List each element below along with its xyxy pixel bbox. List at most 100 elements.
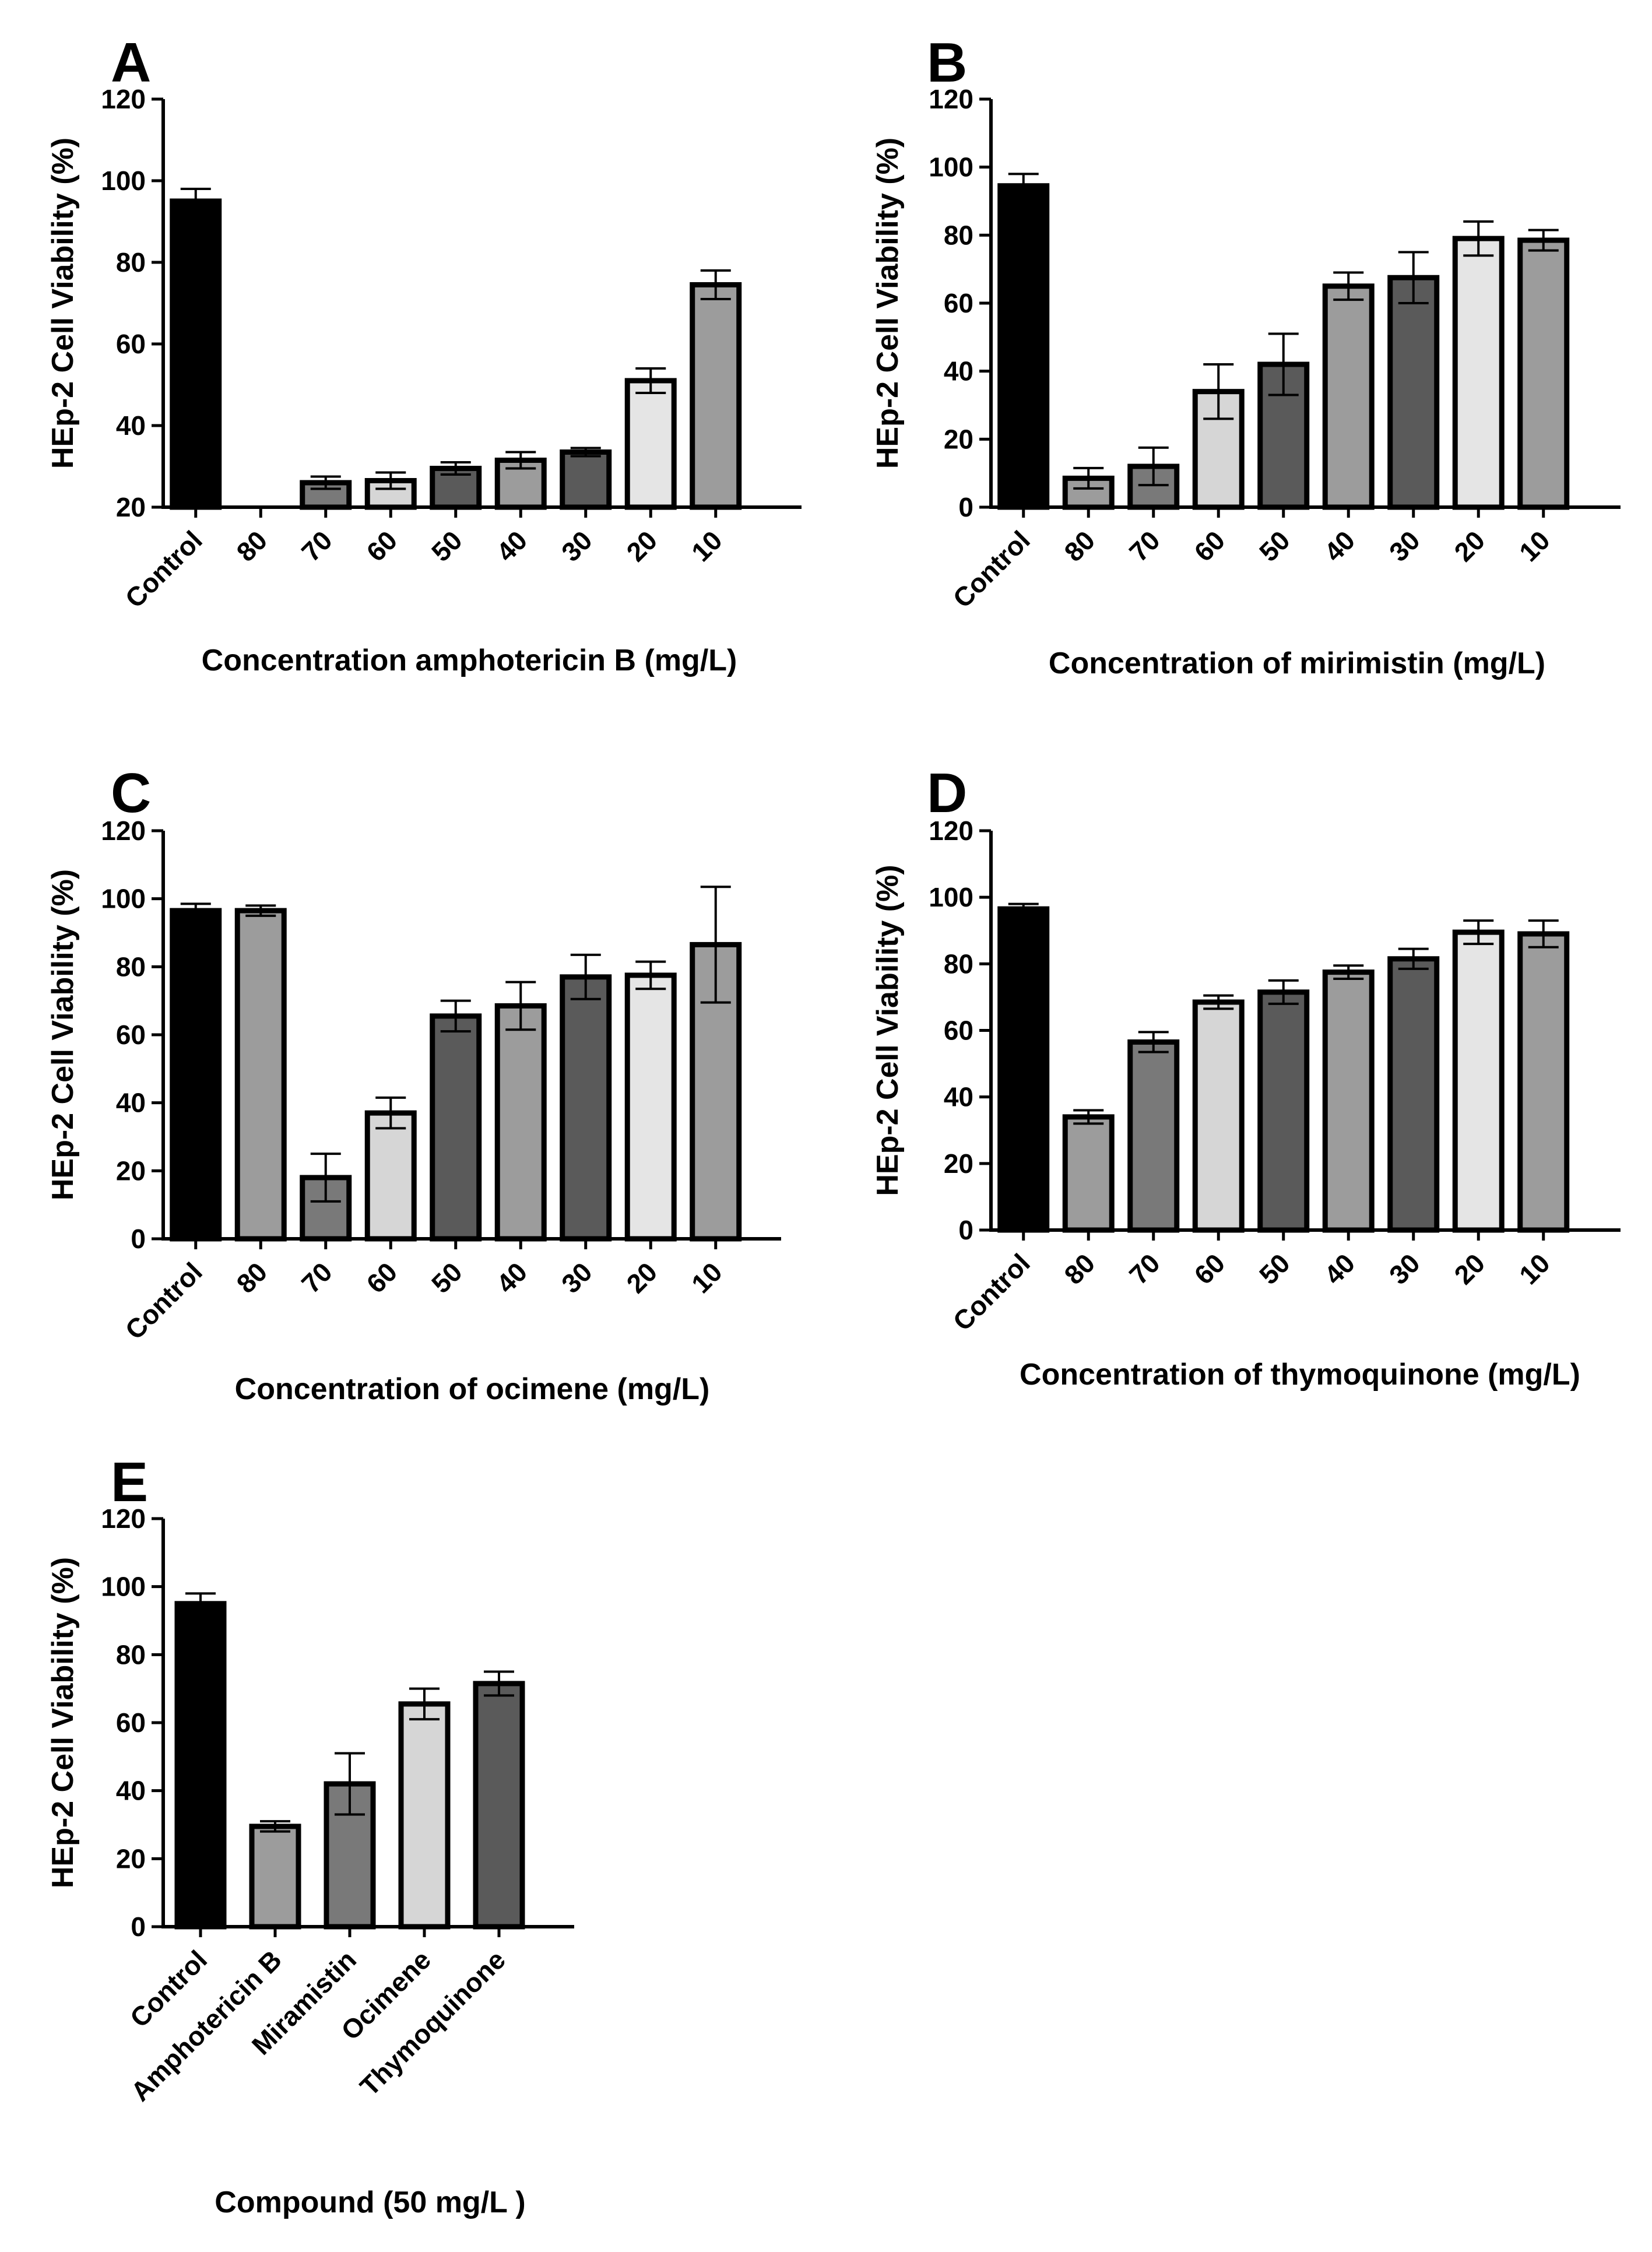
x-axis-title: Concentration of ocimene (mg/L) bbox=[235, 1372, 710, 1406]
bar bbox=[1322, 969, 1375, 1233]
x-tick-label: 40 bbox=[1318, 1248, 1361, 1290]
x-tick-label: 50 bbox=[426, 1256, 468, 1299]
x-axis-title: Compound (50 mg/L ) bbox=[215, 2186, 525, 2219]
x-tick-label: 80 bbox=[230, 525, 273, 567]
y-tick-label: 20 bbox=[116, 492, 146, 522]
bar bbox=[1517, 931, 1570, 1233]
y-tick-label: 40 bbox=[116, 1776, 146, 1806]
y-axis-title: HEp-2 Cell Viability (%) bbox=[871, 138, 905, 469]
x-tick-label: 80 bbox=[1058, 525, 1101, 567]
bar bbox=[234, 908, 287, 1242]
bar bbox=[1192, 999, 1245, 1233]
x-tick-label: 20 bbox=[1448, 525, 1491, 567]
x-tick-label: 60 bbox=[1188, 1248, 1231, 1290]
y-tick-label: 20 bbox=[116, 1843, 146, 1874]
y-tick-label: 80 bbox=[944, 220, 973, 250]
y-axis-title: HEp-2 Cell Viability (%) bbox=[46, 869, 80, 1200]
panel-a: A Control 80 70 60 50 40 30 20 10 20 40 60 80 100 120 HE… bbox=[46, 31, 802, 677]
x-tick-label: 30 bbox=[556, 1256, 598, 1299]
x-tick-label: 40 bbox=[1318, 525, 1361, 567]
bar bbox=[430, 1013, 482, 1242]
x-tick-label: Control bbox=[947, 525, 1035, 613]
y-tick-label: 60 bbox=[944, 1016, 973, 1046]
x-axis-title: Concentration of mirimistin (mg/L) bbox=[1049, 647, 1545, 680]
y-tick-label: 120 bbox=[929, 84, 973, 114]
y-tick-label: 100 bbox=[929, 882, 973, 912]
x-tick-label: 80 bbox=[1058, 1248, 1101, 1290]
x-tick-label: 30 bbox=[556, 525, 598, 567]
y-tick-label: 60 bbox=[944, 288, 973, 318]
x-tick-label: 30 bbox=[1383, 1248, 1426, 1290]
bar bbox=[1387, 275, 1440, 510]
bar bbox=[473, 1681, 525, 1930]
bar bbox=[1452, 929, 1505, 1233]
bar bbox=[560, 974, 612, 1242]
x-tick-label: 10 bbox=[1513, 525, 1556, 567]
x-tick-label: 60 bbox=[360, 525, 403, 567]
bar bbox=[560, 449, 612, 510]
x-tick-label: 40 bbox=[490, 525, 533, 567]
y-tick-label: 120 bbox=[101, 84, 146, 114]
x-tick-label: 70 bbox=[296, 525, 338, 567]
bar bbox=[170, 908, 222, 1242]
y-tick-label: 60 bbox=[116, 1708, 146, 1738]
panel-letter: E bbox=[111, 1451, 148, 1513]
y-tick-label: 20 bbox=[944, 424, 973, 454]
y-tick-label: 0 bbox=[131, 1224, 146, 1254]
y-tick-label: 40 bbox=[944, 356, 973, 387]
y-tick-label: 0 bbox=[958, 492, 973, 522]
bar bbox=[1387, 956, 1440, 1233]
y-tick-label: 120 bbox=[101, 816, 146, 846]
bar bbox=[997, 183, 1050, 510]
bar bbox=[624, 972, 677, 1242]
bar bbox=[174, 1601, 227, 1930]
y-tick-label: 0 bbox=[131, 1912, 146, 1942]
y-axis-title: HEp-2 Cell Viability (%) bbox=[46, 1557, 80, 1888]
bar bbox=[1062, 1114, 1115, 1233]
panel-letter: C bbox=[111, 762, 151, 824]
x-tick-label: 10 bbox=[686, 525, 728, 567]
bar bbox=[1517, 237, 1570, 510]
y-tick-label: 20 bbox=[116, 1155, 146, 1186]
x-tick-label: 70 bbox=[296, 1256, 338, 1299]
y-tick-label: 40 bbox=[116, 410, 146, 441]
x-tick-label: 50 bbox=[1253, 525, 1296, 567]
x-tick-label: 20 bbox=[1448, 1248, 1491, 1290]
x-tick-label: 70 bbox=[1123, 1248, 1166, 1290]
x-tick-label: 20 bbox=[620, 1256, 663, 1299]
x-tick-label: 50 bbox=[426, 525, 468, 567]
y-tick-label: 40 bbox=[116, 1088, 146, 1118]
panel-letter: B bbox=[927, 31, 967, 94]
panel-letter: A bbox=[111, 31, 151, 94]
x-tick-label: 60 bbox=[1188, 525, 1231, 567]
x-tick-label: 70 bbox=[1123, 525, 1166, 567]
bar bbox=[997, 906, 1050, 1233]
x-tick-label: 50 bbox=[1253, 1248, 1296, 1290]
x-tick-label: 10 bbox=[1513, 1248, 1556, 1290]
y-tick-label: 100 bbox=[101, 1572, 146, 1602]
y-tick-label: 80 bbox=[116, 247, 146, 277]
y-tick-label: 80 bbox=[116, 951, 146, 982]
bar bbox=[494, 1003, 547, 1242]
y-tick-label: 100 bbox=[101, 166, 146, 196]
x-tick-label: 30 bbox=[1383, 525, 1426, 567]
bar bbox=[1322, 283, 1375, 510]
y-tick-label: 100 bbox=[929, 152, 973, 182]
y-tick-label: 120 bbox=[929, 816, 973, 846]
bar bbox=[690, 282, 742, 510]
y-tick-label: 60 bbox=[116, 329, 146, 359]
y-tick-label: 40 bbox=[944, 1082, 973, 1112]
bar bbox=[249, 1824, 301, 1930]
x-tick-label: 40 bbox=[490, 1256, 533, 1299]
x-tick-label: 60 bbox=[360, 1256, 403, 1299]
y-tick-label: 120 bbox=[101, 1503, 146, 1534]
x-axis-title: Concentration amphotericin B (mg/L) bbox=[202, 644, 737, 677]
bar bbox=[170, 198, 222, 510]
y-tick-label: 0 bbox=[958, 1215, 973, 1245]
bar bbox=[364, 1110, 417, 1242]
bar bbox=[1452, 236, 1505, 510]
